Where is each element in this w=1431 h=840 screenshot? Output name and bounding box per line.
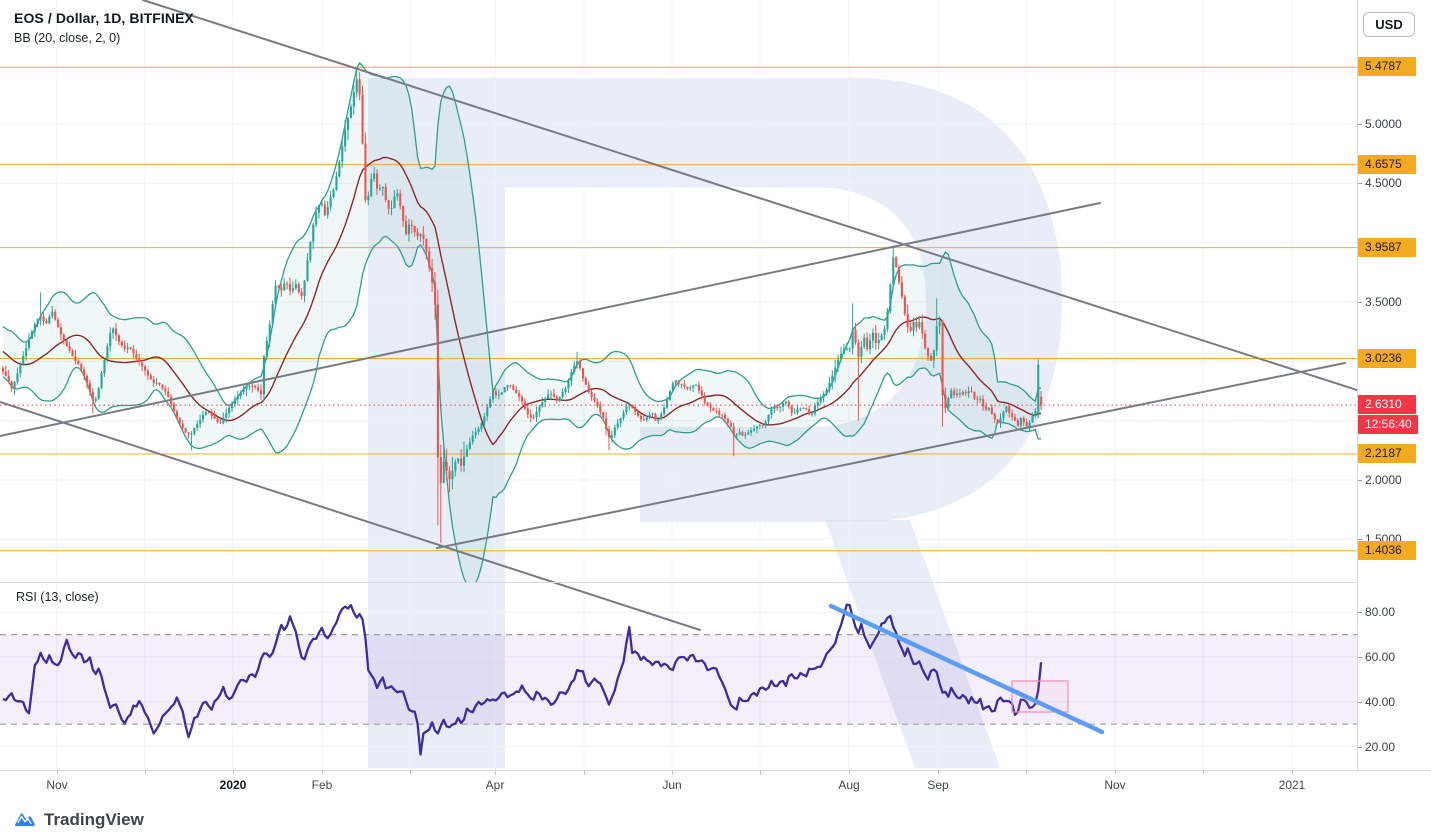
rsi-tick: [1358, 612, 1362, 613]
rsi-band-fill: [0, 634, 1357, 725]
bb-indicator-label: BB (20, close, 2, 0): [14, 31, 121, 45]
countdown-badge: 12:56:40: [1358, 415, 1418, 434]
gridlines: [0, 0, 1357, 770]
time-tick-label: 2020: [219, 778, 247, 792]
tradingview-logo-icon: [14, 813, 35, 827]
rsi-tick-label: 80.00: [1365, 605, 1396, 619]
rsi-tick: [1358, 747, 1362, 748]
rsi-indicator-label: RSI (13, close): [16, 590, 99, 604]
rsi-tick-label: 40.00: [1365, 695, 1396, 709]
time-tick-label: Sep: [927, 778, 949, 792]
time-tick: [145, 771, 146, 775]
price-level-badge: 2.2187: [1358, 444, 1416, 463]
price-tick: [1358, 539, 1362, 540]
time-tick-label: Nov: [1104, 778, 1126, 792]
price-level-badge: 5.4787: [1358, 57, 1416, 76]
time-tick: [322, 771, 323, 775]
price-tick-label: 3.5000: [1365, 295, 1402, 309]
bb-upper-band: [2, 61, 1042, 410]
price-level-badge: 3.9587: [1358, 238, 1416, 257]
time-tick-label: Apr: [485, 778, 505, 792]
time-tick: [760, 771, 761, 775]
time-tick: [495, 771, 496, 775]
symbol-title: EOS / Dollar, 1D, BITFINEX: [14, 10, 194, 26]
price-pane[interactable]: [1, 61, 1043, 586]
tradingview-logo[interactable]: TradingView: [10, 806, 144, 833]
rsi-tick: [1358, 702, 1362, 703]
time-tick: [1203, 771, 1204, 775]
time-axis[interactable]: Nov 2020 Feb Apr Jun Aug Sep Nov 2021: [0, 770, 1431, 802]
rsi-tick: [1358, 657, 1362, 658]
time-tick: [233, 771, 234, 775]
price-level-badge: 4.6575: [1358, 155, 1416, 174]
rsi-tick-label: 20.00: [1365, 740, 1396, 754]
time-tick-label: Jun: [662, 778, 682, 792]
time-tick: [57, 771, 58, 775]
rsi-blue-trendline[interactable]: [828, 603, 1105, 735]
price-tick: [1358, 480, 1362, 481]
time-tick: [584, 771, 585, 775]
rsi-line: [2, 603, 1043, 756]
rsi-pane[interactable]: [0, 603, 1357, 756]
price-level-badge: 3.0236: [1358, 349, 1416, 368]
chart-plot-area[interactable]: [0, 0, 1357, 770]
tradingview-logo-text: TradingView: [44, 809, 144, 829]
time-tick: [1115, 771, 1116, 775]
time-tick: [938, 771, 939, 775]
time-tick: [672, 771, 673, 775]
rsi-tick-label: 60.00: [1365, 650, 1396, 664]
price-level-badge: 1.4036: [1358, 541, 1416, 560]
price-tick-label: 2.0000: [1365, 473, 1402, 487]
last-price-badge: 2.6310: [1358, 395, 1416, 414]
price-axis[interactable]: USD 5.0000 4.5000 3.5000 2.0000 1.5000 80.00 6…: [1357, 0, 1431, 770]
time-tick: [1026, 771, 1027, 775]
price-tick-label: 5.0000: [1365, 117, 1402, 131]
time-tick: [849, 771, 850, 775]
currency-toggle-button[interactable]: USD: [1363, 12, 1415, 37]
price-tick-label: 4.5000: [1365, 176, 1402, 190]
price-tick: [1358, 183, 1362, 184]
price-tick: [1358, 124, 1362, 125]
time-tick-label: 2021: [1278, 778, 1306, 792]
bb-basis-line: [2, 156, 1042, 446]
time-tick: [410, 771, 411, 775]
time-tick-label: Nov: [46, 778, 68, 792]
time-tick-label: Feb: [311, 778, 333, 792]
time-tick-label: Aug: [838, 778, 860, 792]
price-level-lines[interactable]: [0, 66, 1357, 552]
time-tick: [1292, 771, 1293, 775]
symbol-legend[interactable]: EOS / Dollar, 1D, BITFINEX BB (20, close…: [14, 10, 194, 45]
trendline-drawings[interactable]: [0, 0, 1357, 631]
price-tick: [1358, 302, 1362, 303]
